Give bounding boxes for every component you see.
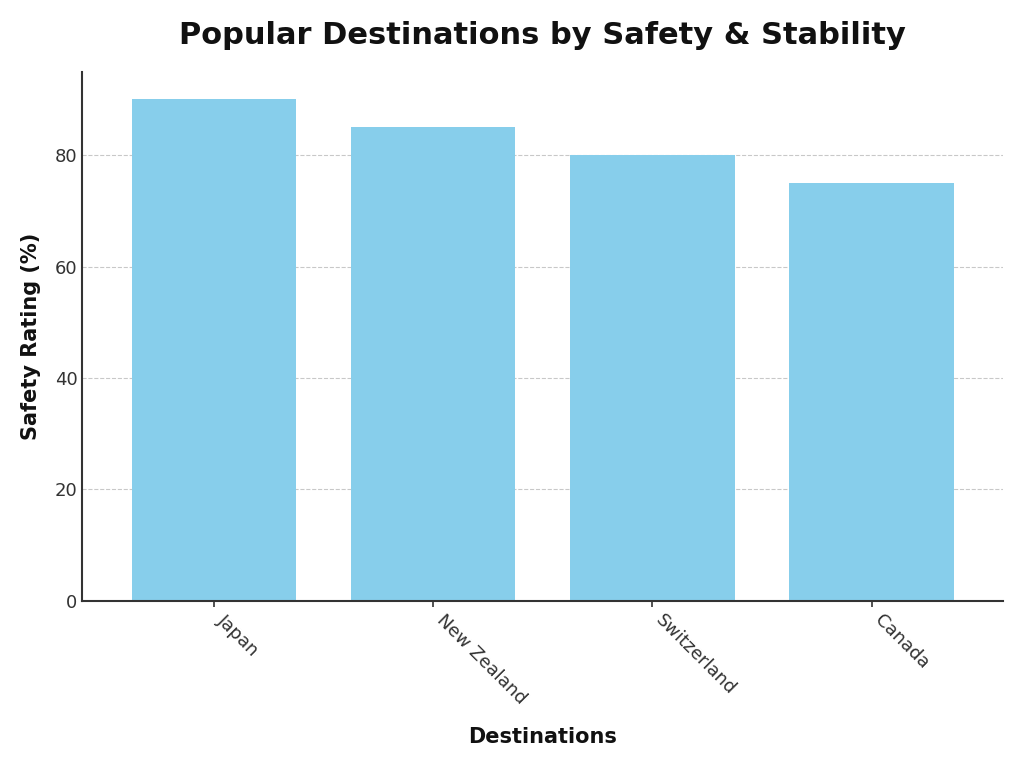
Y-axis label: Safety Rating (%): Safety Rating (%) (20, 233, 41, 440)
X-axis label: Destinations: Destinations (468, 727, 617, 747)
Bar (351, 127, 515, 601)
Title: Popular Destinations by Safety & Stability: Popular Destinations by Safety & Stabili… (179, 21, 906, 50)
Bar (570, 155, 734, 601)
Bar (132, 100, 296, 601)
Bar (790, 183, 953, 601)
